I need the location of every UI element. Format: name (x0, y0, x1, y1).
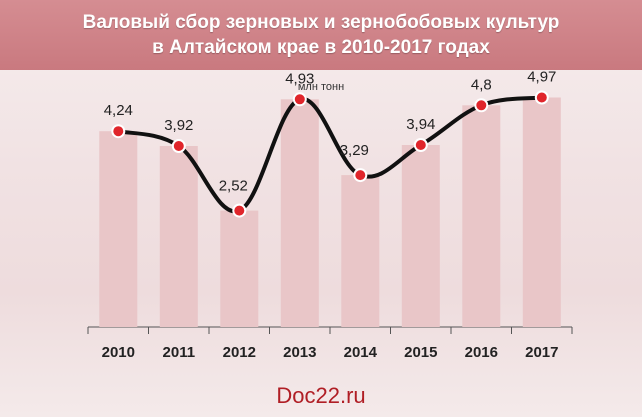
source-label: Doc22.ru (276, 383, 366, 408)
bar-2016 (462, 105, 501, 327)
bar-2015 (401, 145, 440, 327)
bar-2014 (341, 175, 380, 327)
point-marker-2015 (413, 138, 428, 152)
point-marker-2013 (292, 92, 307, 107)
chart-title-line-2: в Алтайском крае в 2010-2017 годах (152, 37, 490, 58)
unit-label: млн тонн (297, 81, 345, 93)
value-label-2017: 4,97 (527, 69, 556, 86)
x-label-2010: 2010 (102, 344, 135, 361)
value-label-2013: 4,93 (285, 70, 314, 87)
chart-title-line-1: Валовый сбор зерновых и зернобобовых кул… (82, 12, 560, 33)
title-band: Валовый сбор зерновых и зернобобовых кул… (0, 0, 642, 70)
point-marker-2010 (111, 124, 126, 139)
bar-2011 (159, 146, 198, 327)
x-label-2015: 2015 (404, 344, 437, 361)
point-marker-2017 (534, 90, 549, 105)
series-line (116, 95, 544, 214)
x-label-2011: 2011 (163, 344, 196, 361)
value-label-2012: 2,52 (219, 178, 248, 195)
x-label-2017: 2017 (525, 344, 558, 361)
bar-2013 (280, 99, 319, 327)
x-label-2016: 2016 (465, 344, 498, 361)
x-label-2013: 2013 (283, 344, 316, 361)
point-marker-2012 (232, 203, 247, 218)
value-label-2011: 3,92 (164, 117, 193, 134)
point-marker-2014 (353, 168, 368, 183)
point-marker-2011 (171, 139, 186, 153)
bar-2012 (220, 210, 259, 327)
value-label-2016: 4,8 (471, 76, 492, 93)
bar-2010 (99, 131, 138, 327)
point-marker-2016 (474, 98, 489, 113)
bar-2017 (522, 97, 561, 327)
x-label-2012: 2012 (223, 344, 256, 361)
value-label-2014: 3,29 (340, 142, 369, 159)
value-label-2015: 3,94 (406, 116, 435, 133)
value-label-2010: 4,24 (104, 102, 133, 119)
x-label-2014: 2014 (344, 344, 378, 361)
